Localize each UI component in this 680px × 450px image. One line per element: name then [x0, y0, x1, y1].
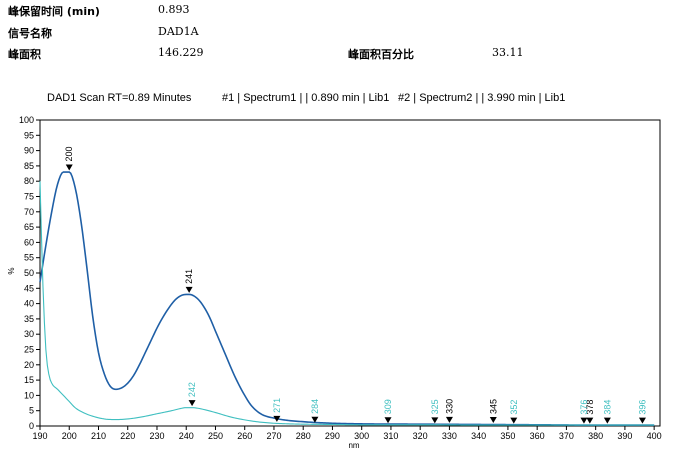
y-tick-label: 90: [24, 146, 34, 156]
peak-marker: [445, 416, 453, 423]
peak-marker: [431, 417, 439, 424]
spectrum-chart: DAD1 Scan RT=0.89 Minutes #1 | Spectrum1…: [7, 92, 662, 450]
peak-info-panel: 峰保留时间 (min) 0.893 信号名称 DAD1A 峰面积 146.229…: [0, 0, 680, 70]
peak-area-label: 峰面积: [8, 48, 41, 61]
peak-marker: [273, 415, 281, 422]
y-tick-label: 30: [24, 329, 34, 339]
x-tick-label: 310: [383, 431, 398, 441]
peak-label: 378: [585, 400, 595, 415]
peak-label: 376: [579, 400, 589, 415]
peak-label: 384: [602, 400, 612, 415]
x-tick-label: 350: [500, 431, 515, 441]
x-tick-label: 270: [266, 431, 281, 441]
peak-label: 352: [509, 400, 519, 415]
y-axis-label: %: [7, 267, 16, 274]
y-tick-label: 20: [24, 360, 34, 370]
peak-marker: [311, 416, 319, 423]
y-tick-label: 0: [29, 421, 34, 431]
y-tick-label: 55: [24, 253, 34, 263]
y-tick-label: 5: [29, 406, 34, 416]
x-tick-label: 240: [179, 431, 194, 441]
x-tick-label: 390: [617, 431, 632, 441]
x-tick-label: 200: [62, 431, 77, 441]
peak-label: 200: [64, 146, 74, 161]
y-tick-label: 15: [24, 375, 34, 385]
x-tick-label: 250: [208, 431, 223, 441]
x-tick-label: 290: [325, 431, 340, 441]
x-tick-label: 300: [354, 431, 369, 441]
peak-marker: [638, 417, 646, 424]
x-tick-label: 210: [91, 431, 106, 441]
peak-label: 271: [272, 398, 282, 413]
plot-area: 0 5 10 15 20 25 30 35 40 45 50 55 60 65 70 75 80 85 90 95 10…: [19, 115, 662, 441]
peak-marker: [65, 164, 73, 171]
x-tick-label: 400: [647, 431, 662, 441]
peak-label: 345: [488, 399, 498, 414]
y-tick-label: 65: [24, 222, 34, 232]
peak-label: 325: [430, 399, 440, 414]
y-tick-label: 60: [24, 237, 34, 247]
x-tick-label: 280: [296, 431, 311, 441]
y-tick-label: 45: [24, 283, 34, 293]
chart-title: DAD1 Scan RT=0.89 Minutes: [47, 92, 192, 104]
y-tick-label: 80: [24, 176, 34, 186]
legend-entry-2: #2 | Spectrum2 | | 3.990 min | Lib1: [398, 92, 565, 104]
plot-frame: [39, 119, 661, 427]
peak-label: 242: [187, 382, 197, 397]
x-tick-label: 380: [588, 431, 603, 441]
peak-marker: [580, 417, 588, 424]
peak-area-percent-label: 峰面积百分比: [348, 48, 414, 61]
y-tick-label: 75: [24, 192, 34, 202]
peak-marker: [384, 417, 392, 424]
peak-area-value: 146.229: [158, 46, 204, 59]
x-tick-label: 230: [149, 431, 164, 441]
peak-marker: [185, 286, 193, 293]
series-1-line: [39, 171, 655, 426]
x-tick-label: 260: [237, 431, 252, 441]
peak-marker: [510, 417, 518, 424]
x-tick-label: 340: [471, 431, 486, 441]
peak-area-percent-value: 33.11: [492, 46, 524, 59]
y-tick-label: 10: [24, 390, 34, 400]
x-tick-label: 360: [530, 431, 545, 441]
peak-label: 309: [383, 399, 393, 414]
peak-marker: [188, 400, 196, 407]
peak-label: 284: [310, 399, 320, 414]
peak-label: 330: [444, 399, 454, 414]
x-tick-label: 190: [32, 431, 47, 441]
x-tick-label: 370: [559, 431, 574, 441]
signal-name-label: 信号名称: [8, 27, 52, 40]
x-tick-label: 220: [120, 431, 135, 441]
y-tick-label: 85: [24, 161, 34, 171]
retention-time-value: 0.893: [158, 3, 190, 16]
x-tick-label: 330: [442, 431, 457, 441]
peak-marker: [489, 417, 497, 424]
peak-marker: [586, 417, 594, 424]
x-tick-label: 320: [413, 431, 428, 441]
peak-label: 241: [184, 269, 194, 284]
y-tick-label: 70: [24, 207, 34, 217]
legend-entry-1: #1 | Spectrum1 | | 0.890 min | Lib1: [222, 92, 389, 104]
retention-time-label: 峰保留时间 (min): [8, 5, 100, 18]
signal-name-value: DAD1A: [158, 25, 199, 38]
y-tick-label: 35: [24, 314, 34, 324]
y-tick-label: 50: [24, 268, 34, 278]
peak-marker: [603, 417, 611, 424]
series-2-line: [39, 181, 655, 426]
y-tick-label: 25: [24, 345, 34, 355]
peak-label: 396: [637, 400, 647, 415]
y-tick-label: 95: [24, 130, 34, 140]
y-tick-label: 100: [19, 115, 34, 125]
y-tick-label: 40: [24, 299, 34, 309]
x-axis-label: nm: [348, 441, 359, 450]
